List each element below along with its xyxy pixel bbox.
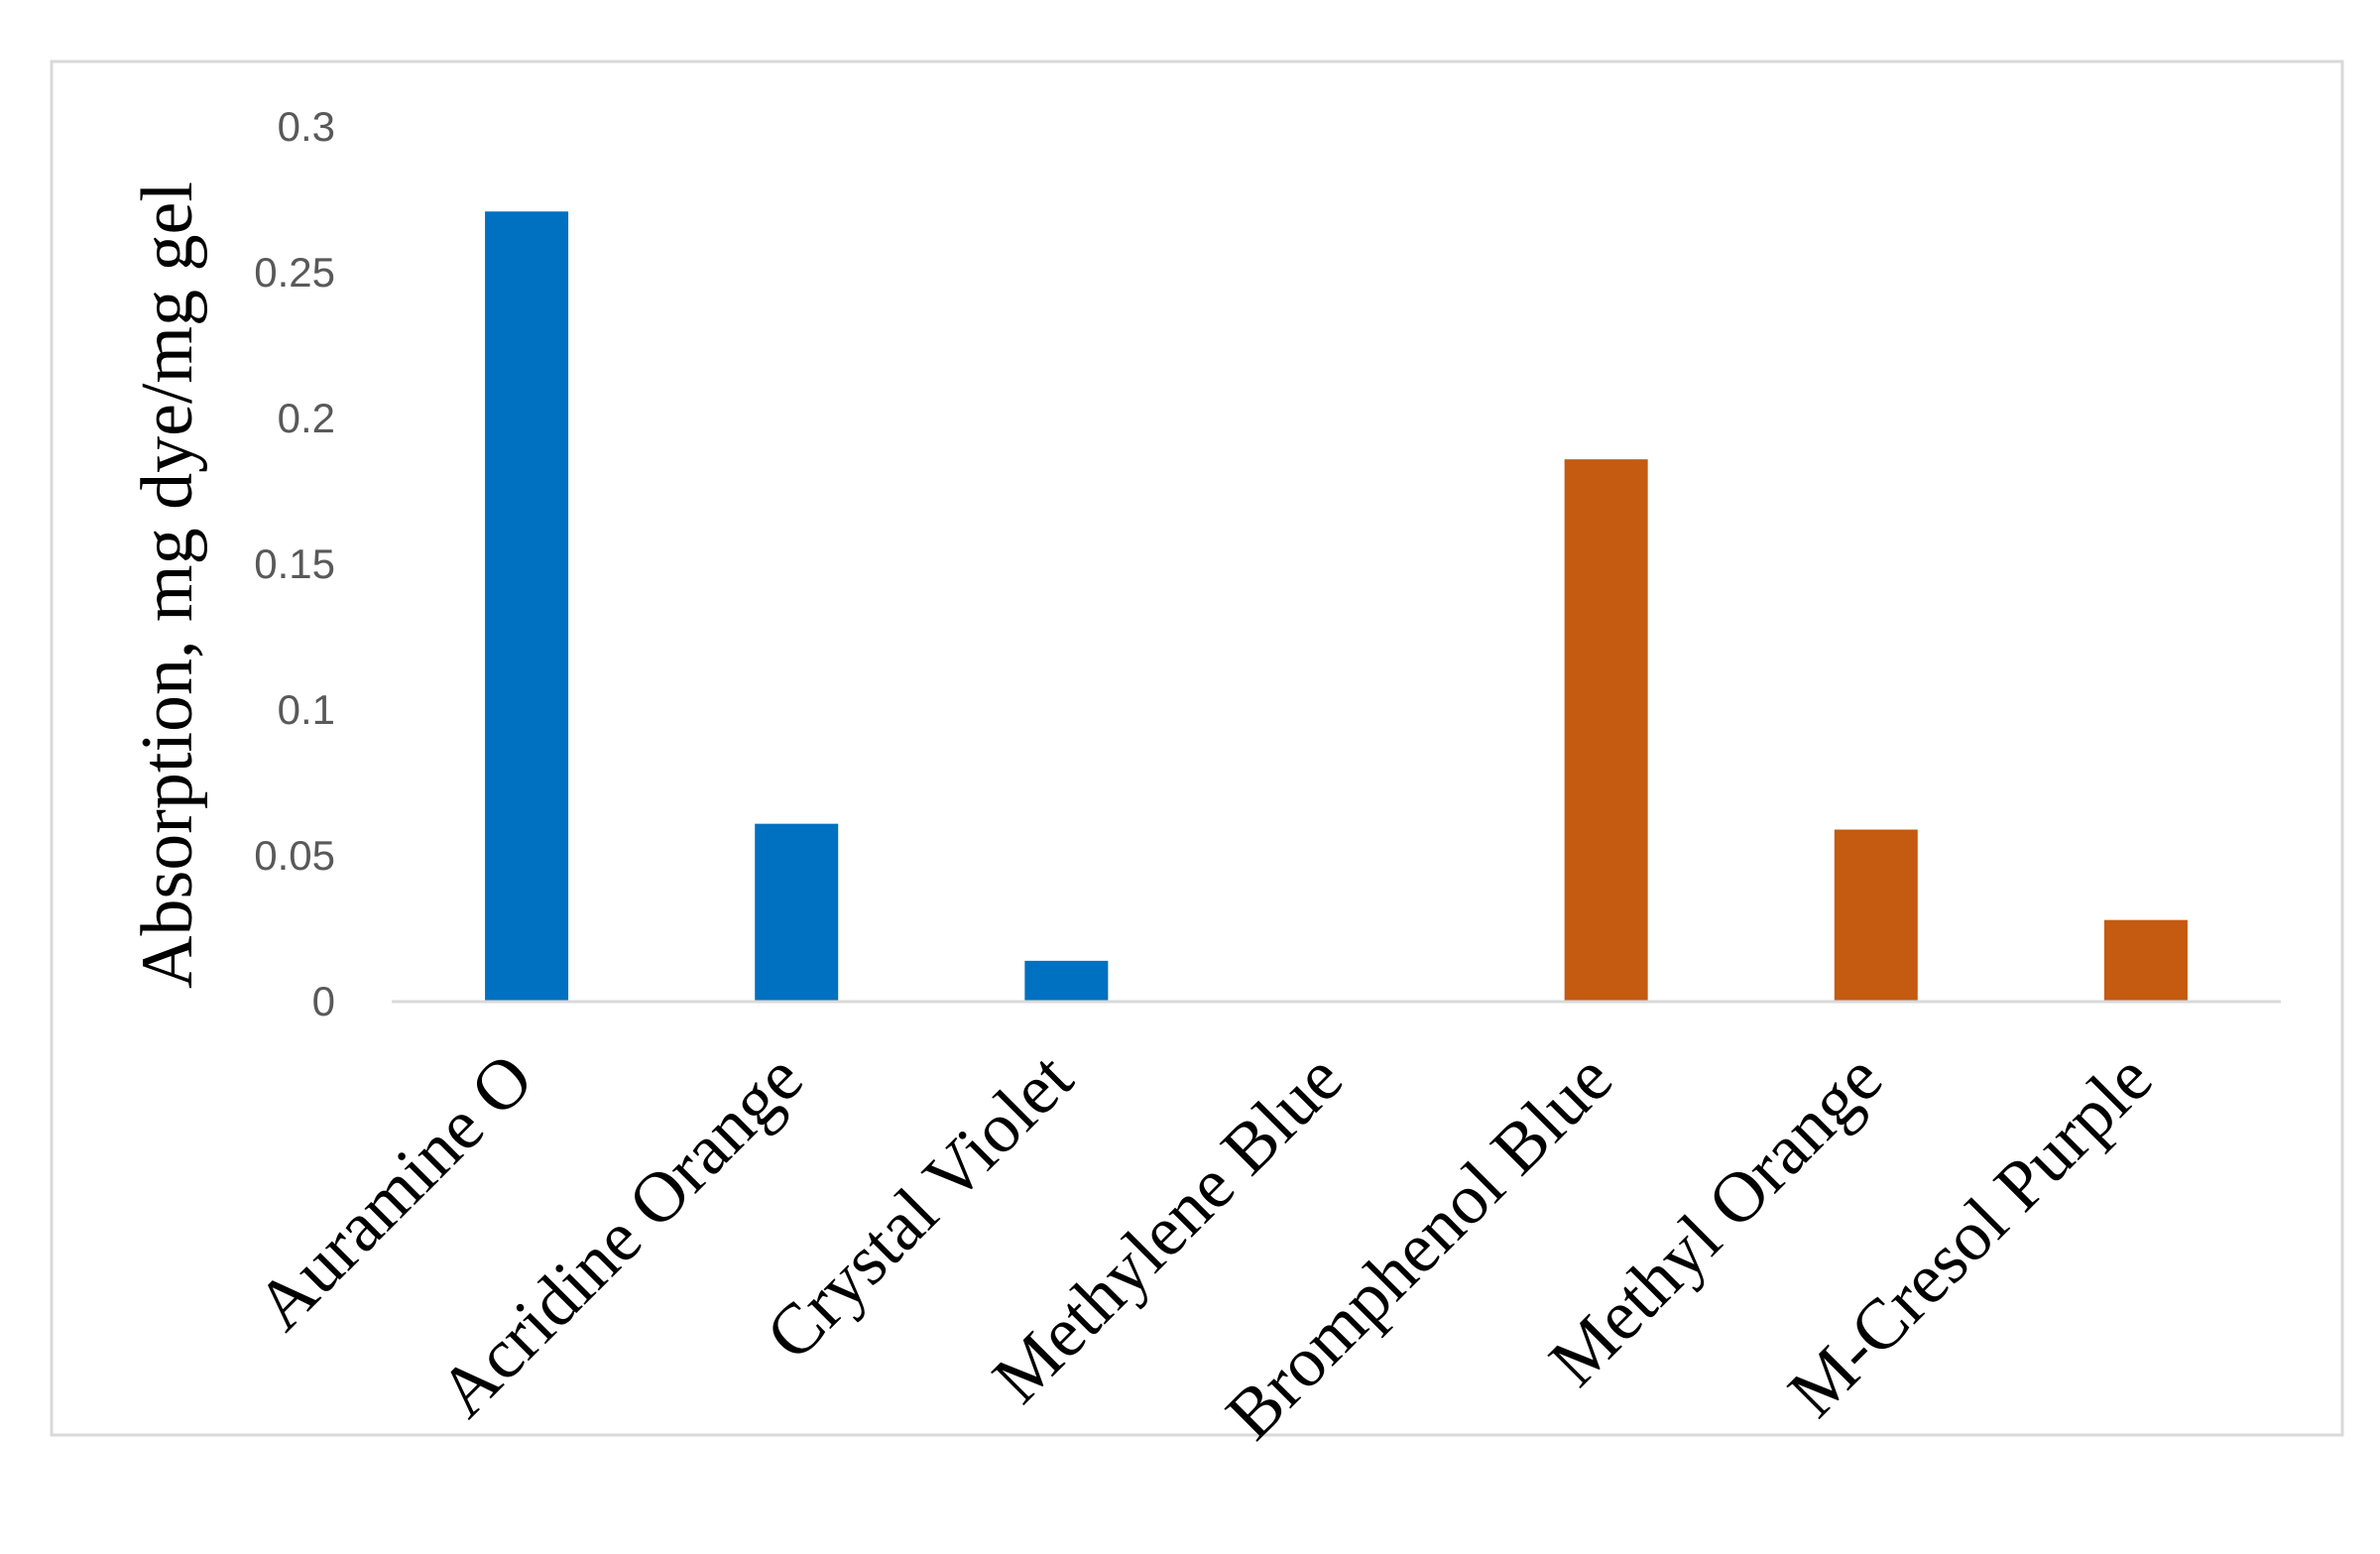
bar bbox=[2103, 919, 2188, 1002]
y-tick-label: 0.25 bbox=[254, 249, 335, 296]
bar bbox=[755, 823, 839, 1002]
bar bbox=[485, 211, 569, 1002]
bar bbox=[1564, 459, 1648, 1002]
chart-frame bbox=[50, 60, 2344, 1437]
bar bbox=[1834, 829, 1918, 1002]
bars bbox=[485, 211, 2188, 1002]
y-tick-label: 0.15 bbox=[254, 540, 335, 587]
y-tick-label: 0.2 bbox=[278, 395, 335, 441]
bar bbox=[1024, 960, 1109, 1002]
y-axis-title: Absorption, mg dye/mg gel bbox=[127, 181, 208, 989]
y-axis-ticks: 0 0.05 0.1 0.15 0.2 0.25 0.3 bbox=[254, 103, 335, 1024]
y-tick-label: 0.3 bbox=[278, 103, 335, 150]
y-tick-label: 0.05 bbox=[254, 832, 335, 879]
y-tick-label: 0.1 bbox=[278, 686, 335, 733]
y-tick-label: 0 bbox=[312, 978, 335, 1024]
